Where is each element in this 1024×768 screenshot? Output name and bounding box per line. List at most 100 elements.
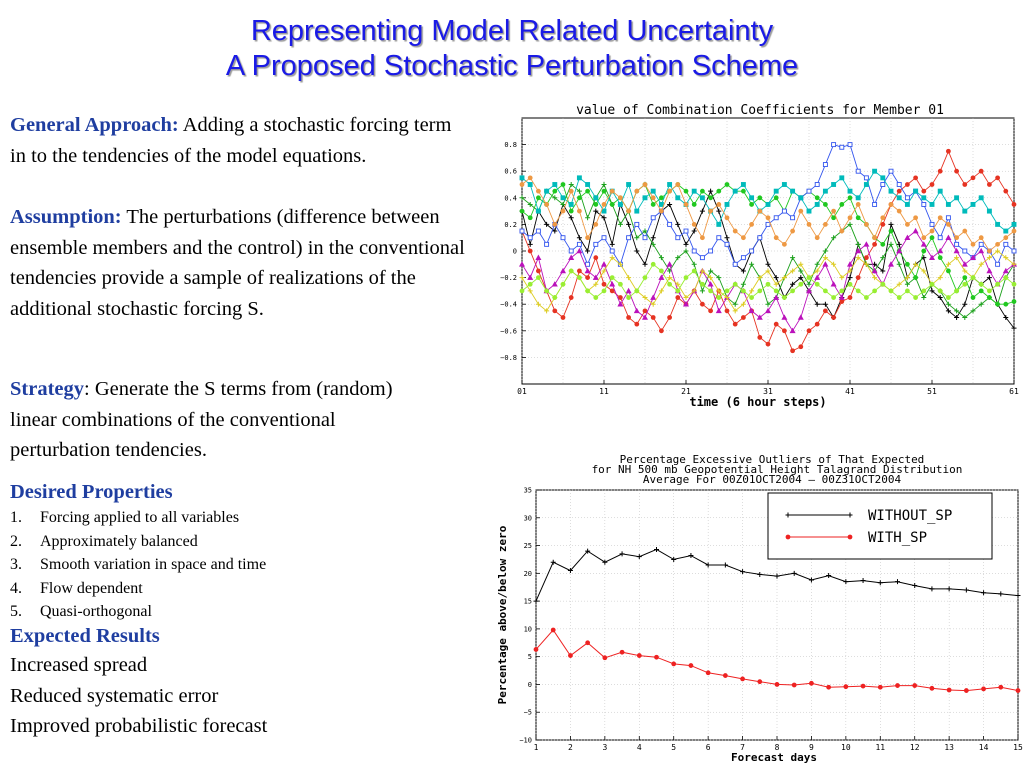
chart1-data-point [732, 281, 738, 287]
chart1-data-point [535, 228, 541, 234]
chart1-data-point [536, 268, 541, 274]
chart1-data-point [683, 228, 689, 234]
chart1-data-point [945, 261, 951, 267]
chart1-data-point [518, 261, 526, 267]
chart1-data-point [945, 148, 951, 154]
chart1-data-point [576, 188, 582, 194]
chart1-data-point [814, 301, 820, 307]
chart2-data-point [585, 548, 591, 554]
chart2-data-point [654, 546, 659, 552]
chart1-data-point [904, 288, 910, 294]
chart1-data-point [872, 235, 878, 241]
chart1-data-point [617, 195, 623, 201]
chart1-data-point [667, 281, 673, 287]
chart1-data-point [839, 275, 845, 281]
chart1-data-point [978, 288, 984, 294]
general-approach-paragraph: General Approach: Adding a stochastic fo… [10, 110, 470, 171]
chart1-data-point [913, 188, 919, 194]
chart1-data-point [658, 195, 664, 201]
chart1-data-point [740, 188, 746, 194]
chart1-data-point [585, 261, 591, 267]
chart1-data-point [626, 315, 632, 320]
chart1-x-tick-label: 51 [927, 387, 937, 396]
chart1-data-point [708, 188, 714, 194]
chart1-data-point [716, 288, 722, 294]
chart1-data-point [609, 275, 615, 281]
chart1-data-point [749, 288, 755, 294]
desired-properties: Desired Properties 1. Forcing applied to … [10, 478, 490, 624]
desired-properties-list: 1. Forcing applied to all variables 2. App… [10, 506, 490, 624]
chart1-data-point [667, 201, 673, 207]
chart1-data-point [552, 308, 558, 314]
chart1-data-point [872, 168, 878, 174]
chart1-data-point [757, 275, 763, 281]
chart1-data-point [978, 168, 984, 174]
chart1-data-point [830, 281, 837, 287]
chart1-data-point [986, 255, 992, 261]
chart1-x-tick-label: 31 [763, 387, 773, 396]
chart1-data-point [831, 261, 837, 267]
chart1-data-point [888, 228, 894, 234]
chart1-data-point [912, 227, 919, 234]
chart1-data-point [560, 182, 566, 187]
chart1-data-point [953, 247, 960, 254]
chart1-data-point [593, 255, 599, 261]
chart1-data-point [577, 208, 582, 214]
chart1-data-point [519, 275, 525, 281]
chart1-data-point [748, 307, 755, 314]
chart1-data-point [1011, 228, 1017, 234]
chart1-data-point [1003, 235, 1009, 241]
chart2-data-point [619, 551, 625, 557]
chart1-data-point [904, 221, 910, 227]
chart1-data-point [519, 195, 525, 201]
chart1-data-point [699, 281, 705, 287]
chart1-data-point [880, 255, 886, 261]
chart1-data-point [773, 288, 779, 294]
chart2-data-point [533, 598, 539, 604]
chart1-data-point [822, 288, 828, 294]
chart2-legend: WITHOUT_SP WITH_SP [767, 492, 993, 560]
chart1-data-point [904, 182, 910, 187]
chart2-legend-marker [847, 534, 853, 540]
chart1-data-point [683, 202, 689, 207]
chart1-data-point [617, 301, 624, 307]
chart1-data-point [633, 307, 640, 314]
chart1-data-point [970, 275, 976, 281]
chart1-data-point [519, 228, 525, 234]
assumption-label: Assumption: [10, 206, 122, 228]
chart2-data-point [963, 587, 969, 593]
chart1-data-point [880, 281, 886, 287]
chart2-data-point [1015, 593, 1021, 599]
chart2-subtitle: for NH 500 mb Geopotential Height Talagr… [592, 463, 963, 476]
chart1-data-point [584, 267, 591, 274]
chart1-data-point [667, 182, 673, 187]
chart1-data-point [626, 208, 632, 214]
chart1-data-point [593, 221, 599, 227]
chart1-data-point [1003, 275, 1009, 281]
chart1-data-point [888, 221, 894, 227]
chart1-data-point [536, 188, 541, 194]
chart1-data-point [749, 261, 755, 267]
chart1-data-point [536, 195, 541, 201]
chart1-data-point [872, 201, 878, 207]
chart1-data-point [609, 248, 615, 254]
chart1-data-point [806, 208, 812, 214]
expected-result-item: Reduced systematic error [10, 684, 219, 707]
chart1-data-point [617, 295, 623, 300]
chart1-data-point [683, 248, 689, 254]
chart2-data-point [722, 673, 728, 678]
expected-result-item: Increased spread [10, 654, 148, 676]
chart1-data-point [880, 215, 886, 221]
chart1-data-point [822, 202, 828, 207]
chart1-data-point [601, 188, 607, 194]
chart2-data-point [688, 663, 694, 668]
chart2-x-tick-label: 11 [875, 743, 885, 752]
chart1-data-point [847, 142, 853, 148]
chart1-data-point [634, 288, 640, 294]
chart1-data-point [798, 344, 804, 350]
list-item: 3. Smooth variation in space and time [10, 556, 267, 574]
general-approach-text: Adding a stochastic forcing term in to t… [10, 114, 452, 167]
chart1-data-point [552, 182, 558, 187]
chart1-data-point [527, 248, 533, 254]
chart1-data-point [642, 182, 648, 187]
